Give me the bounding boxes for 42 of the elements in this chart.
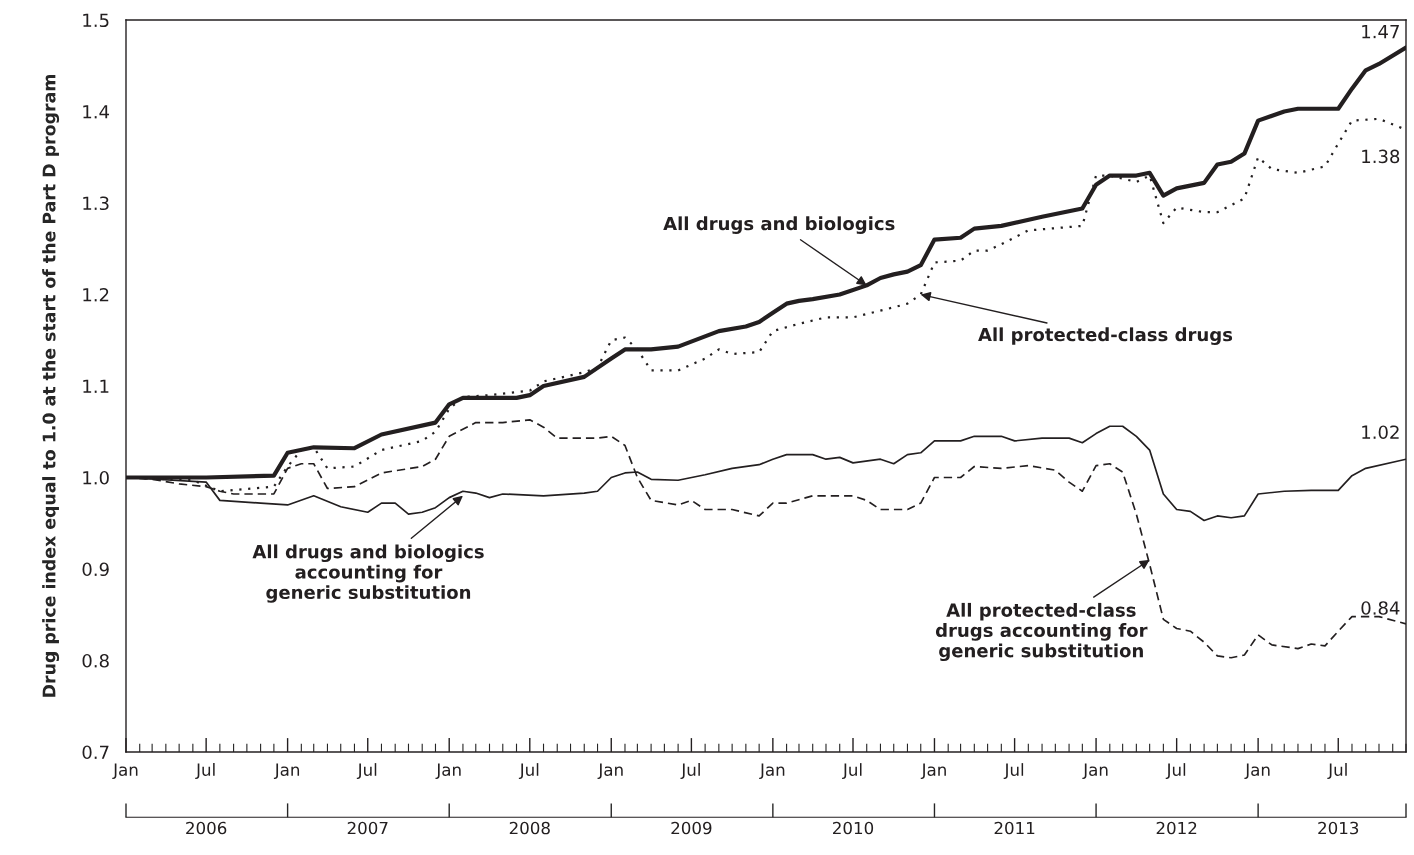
- y-axis-title: Drug price index equal to 1.0 at the start of the Part D program: [42, 74, 60, 697]
- y-tick-label: 1.1: [83, 379, 109, 393]
- x-tick-label: Jan: [112, 763, 138, 780]
- x-tick-label: Jul: [680, 763, 700, 780]
- x-tick-label: Jan: [273, 763, 300, 780]
- x2-tick-label: 2007: [347, 821, 388, 835]
- y-tick-label: 1.2: [83, 287, 109, 302]
- annotation: All drugs and biologics: [663, 216, 895, 234]
- annotation: 1.38: [1362, 149, 1400, 164]
- annotation: 1.02: [1362, 425, 1399, 440]
- x-tick-label: Jan: [1244, 763, 1270, 780]
- x-tick-label: Jul: [195, 763, 215, 780]
- y-tick-label: 1.0: [83, 470, 109, 485]
- x-tick-label: Jul: [842, 763, 862, 780]
- annotation: All protected-class drugs: [978, 327, 1233, 345]
- y-tick-label: 0.8: [82, 653, 109, 668]
- x-tick-label: Jan: [435, 763, 461, 780]
- x2-tick-label: 2012: [1156, 821, 1197, 835]
- annotation: All protected-class drugs accounting for generic substitution: [935, 602, 1148, 662]
- y-tick-label: 0.9: [82, 562, 109, 577]
- x-tick-label: Jan: [597, 763, 623, 780]
- x-tick-label: Jul: [518, 763, 539, 780]
- x-tick-label: Jul: [1003, 763, 1024, 780]
- x-tick-label: Jul: [356, 763, 377, 780]
- x-tick-label: Jan: [1082, 763, 1108, 780]
- y-tick-label: 1.3: [83, 196, 109, 211]
- x2-tick-label: 2013: [1318, 821, 1359, 835]
- y-tick-label: 0.7: [82, 745, 109, 760]
- x-tick-label: Jul: [1165, 763, 1186, 780]
- x2-tick-label: 2006: [186, 821, 227, 835]
- x-tick-label: Jan: [920, 763, 946, 780]
- y-tick-label: 1.4: [83, 105, 110, 119]
- x-tick-label: Jan: [759, 763, 785, 780]
- x2-tick-label: 2008: [509, 821, 550, 835]
- annotation: All drugs and biologics accounting for generic substitution: [252, 544, 484, 603]
- x2-tick-label: 2009: [671, 821, 712, 835]
- x2-tick-label: 2011: [994, 821, 1035, 835]
- y-tick-label: 1.5: [83, 13, 109, 28]
- annotation: 1.47: [1362, 24, 1399, 39]
- annotation: 0.84: [1361, 601, 1400, 615]
- x2-tick-label: 2010: [833, 821, 874, 835]
- x-tick-label: Jul: [1327, 763, 1347, 780]
